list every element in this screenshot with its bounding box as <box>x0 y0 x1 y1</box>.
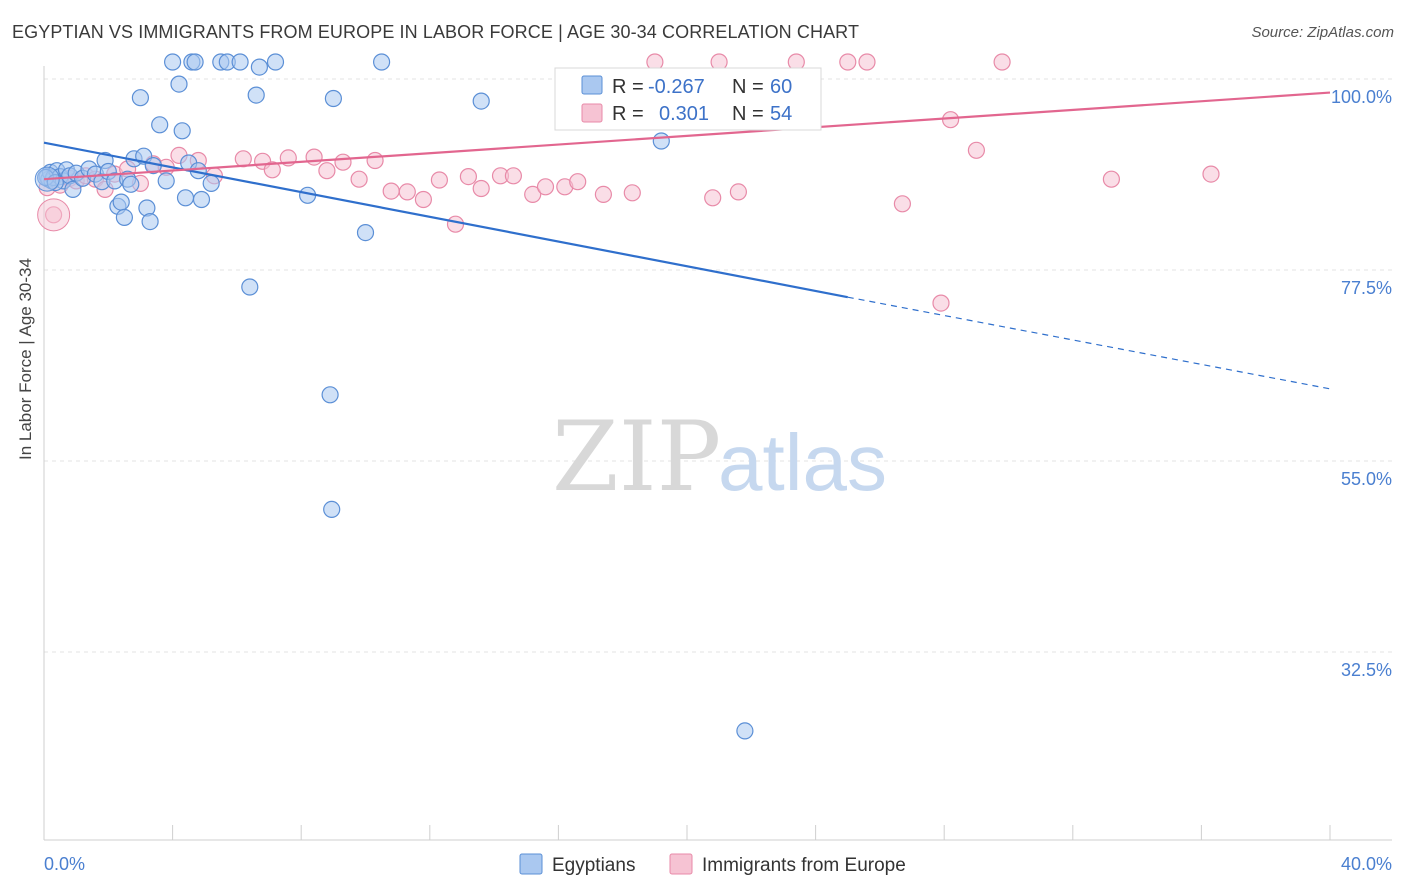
egyptians-point <box>202 174 220 192</box>
egyptians-point <box>164 53 182 71</box>
immigrants-point <box>414 190 432 209</box>
immigrants-point <box>334 153 352 171</box>
egyptians-point <box>192 190 211 209</box>
egyptians-point <box>231 53 249 71</box>
legend-r-value-2: 0.301 <box>659 103 709 125</box>
trend-lines <box>43 91 1331 390</box>
series-legend-label-egyptians: Egyptians <box>552 855 635 876</box>
egyptians-point <box>241 278 259 296</box>
correlation-legend: R = -0.267 N = 60 R = 0.301 N = 54 <box>554 67 822 131</box>
immigrants-point <box>504 167 523 185</box>
immigrants-point <box>459 168 477 186</box>
chart-title: EGYPTIAN VS IMMIGRANTS FROM EUROPE IN LA… <box>12 22 860 42</box>
series-egyptians-points <box>34 53 754 740</box>
immigrants-point <box>569 173 587 191</box>
immigrants-point <box>472 179 490 198</box>
y-tick-label-3: 32.5% <box>1341 660 1392 680</box>
egyptians-point <box>112 193 130 211</box>
watermark-atlas: atlas <box>718 418 887 507</box>
egyptians-point <box>373 53 391 71</box>
series-legend-label-immigrants: Immigrants from Europe <box>702 855 906 876</box>
legend-n-label-1: N = <box>732 76 764 98</box>
egyptians-point <box>122 175 140 193</box>
immigrants-point <box>37 198 71 232</box>
egyptians-point <box>151 116 169 134</box>
egyptians-trend-extension <box>847 296 1331 390</box>
egyptians-point <box>321 386 339 404</box>
immigrants-point <box>536 178 555 196</box>
legend-swatch-blue <box>581 75 603 95</box>
immigrants-point <box>941 111 960 129</box>
legend-swatch-pink <box>581 103 603 123</box>
egyptians-point <box>247 86 265 104</box>
immigrants-point <box>932 294 950 312</box>
egyptians-point <box>157 172 175 190</box>
immigrants-point <box>446 215 465 233</box>
immigrants-point <box>1202 165 1220 183</box>
legend-r-value-1: -0.267 <box>648 76 705 98</box>
series-legend-swatch-immigrants <box>669 853 693 875</box>
immigrants-point <box>893 195 912 213</box>
egyptians-point <box>472 92 490 110</box>
immigrants-point <box>350 170 368 188</box>
y-tick-label-2: 55.0% <box>1341 469 1392 489</box>
immigrants-point <box>263 161 281 179</box>
legend-r-label-2: R = <box>612 103 644 125</box>
x-tick-labels: 0.0% 40.0% <box>44 854 1392 874</box>
immigrants-trend-line <box>43 91 1331 181</box>
immigrants-point <box>967 141 986 159</box>
egyptians-point <box>356 224 375 242</box>
axes <box>43 66 1392 841</box>
legend-n-label-2: N = <box>732 103 764 125</box>
immigrants-point <box>704 189 722 207</box>
egyptians-point <box>176 189 195 207</box>
y-tick-labels: 100.0% 77.5% 55.0% 32.5% <box>1331 87 1392 680</box>
egyptians-point <box>141 213 159 231</box>
egyptians-point <box>736 722 754 740</box>
series-legend: Egyptians Immigrants from Europe <box>519 853 906 876</box>
egyptians-point <box>652 132 670 150</box>
egyptians-point <box>64 180 82 198</box>
immigrants-point <box>1102 170 1121 188</box>
legend-r-label-1: R = <box>612 76 644 98</box>
x-tick-label-max: 40.0% <box>1341 854 1392 874</box>
y-tick-label-1: 77.5% <box>1341 278 1392 298</box>
egyptians-point <box>324 89 342 108</box>
egyptians-point <box>266 53 285 71</box>
egyptians-point <box>170 75 188 93</box>
watermark: ZIP atlas <box>552 401 887 513</box>
immigrants-point <box>318 162 336 180</box>
legend-n-value-2: 54 <box>770 103 792 125</box>
y-tick-label-0: 100.0% <box>1331 87 1392 107</box>
series-legend-swatch-egyptians <box>519 853 543 875</box>
immigrants-point <box>382 182 400 200</box>
immigrants-point <box>398 183 416 201</box>
egyptians-trend-line <box>43 141 848 299</box>
immigrants-point <box>729 183 748 201</box>
immigrants-point <box>305 148 323 166</box>
immigrants-point <box>366 151 384 170</box>
immigrants-point <box>594 185 613 203</box>
egyptians-point <box>250 58 268 76</box>
egyptians-point <box>173 122 191 140</box>
egyptians-point <box>115 208 134 226</box>
immigrants-point <box>430 171 448 189</box>
watermark-zip: ZIP <box>552 401 721 513</box>
x-tick-label-min: 0.0% <box>44 854 85 874</box>
legend-n-value-1: 60 <box>770 76 792 98</box>
immigrants-point <box>623 184 641 202</box>
immigrants-point <box>839 53 857 71</box>
immigrants-point <box>993 53 1011 71</box>
egyptians-point <box>131 89 149 107</box>
source-credit: Source: ZipAtlas.com <box>1251 24 1394 41</box>
egyptians-point <box>323 500 341 518</box>
immigrants-point <box>858 53 876 71</box>
immigrants-point <box>524 185 542 203</box>
egyptians-point <box>186 53 204 71</box>
